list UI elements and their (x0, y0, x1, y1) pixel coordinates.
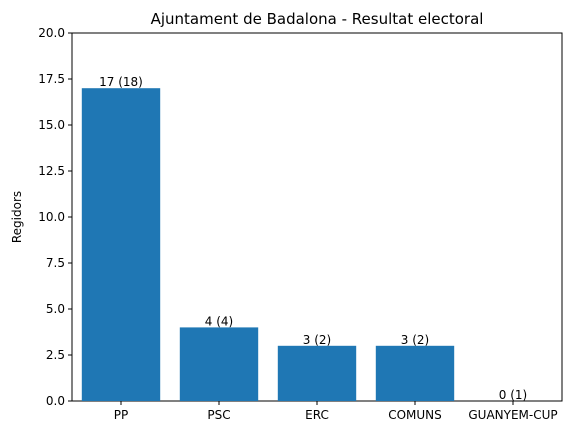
y-tick-label: 5.0 (46, 302, 65, 316)
x-tick-label: PP (114, 408, 128, 422)
bar-erc (277, 345, 357, 401)
x-axis: PP PSC ERC COMUNS GUANYEM-CUP (114, 401, 558, 422)
y-axis: 0.0 2.5 5.0 7.5 10.0 12.5 15.0 17.5 20.0 (38, 26, 72, 408)
x-tick-label: PSC (207, 408, 230, 422)
data-label: 3 (2) (401, 333, 429, 347)
y-tick-label: 20.0 (38, 26, 65, 40)
bars-layer (81, 88, 455, 401)
data-labels-layer: 17 (18) 4 (4) 3 (2) 3 (2) 0 (1) (99, 75, 527, 402)
bar-pp (81, 88, 161, 401)
x-tick-label: ERC (305, 408, 329, 422)
y-tick-label: 17.5 (38, 72, 65, 86)
y-tick-label: 2.5 (46, 348, 65, 362)
bar-psc (179, 327, 259, 401)
data-label: 17 (18) (99, 75, 143, 89)
y-tick-label: 15.0 (38, 118, 65, 132)
data-label: 4 (4) (205, 314, 233, 328)
y-tick-label: 12.5 (38, 164, 65, 178)
data-label: 0 (1) (499, 388, 527, 402)
y-tick-label: 0.0 (46, 394, 65, 408)
data-label: 3 (2) (303, 333, 331, 347)
y-tick-label: 7.5 (46, 256, 65, 270)
bar-comuns (375, 345, 455, 401)
x-tick-label: GUANYEM-CUP (468, 408, 557, 422)
chart-title: Ajuntament de Badalona - Resultat electo… (151, 10, 484, 28)
y-tick-label: 10.0 (38, 210, 65, 224)
x-tick-label: COMUNS (388, 408, 442, 422)
y-axis-label: Regidors (10, 191, 24, 243)
